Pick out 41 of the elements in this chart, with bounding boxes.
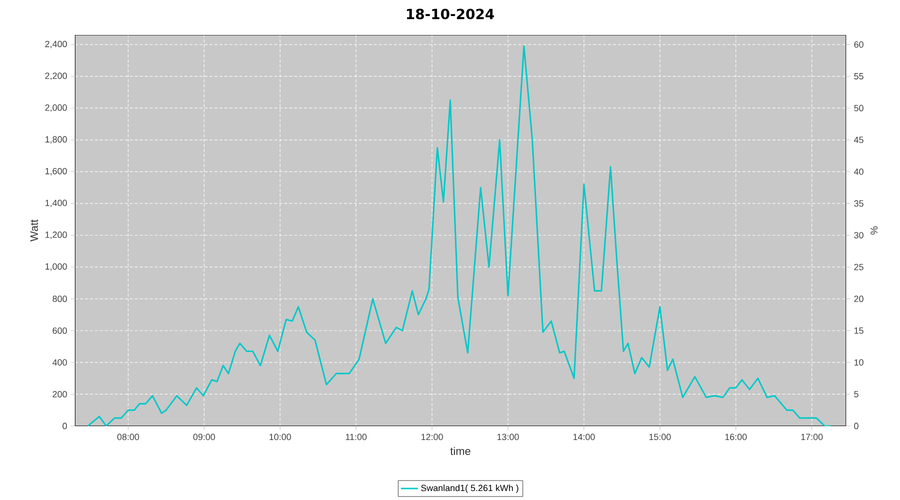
x-tick-label: 17:00 bbox=[801, 434, 823, 440]
y-tick-label: 1,600 bbox=[45, 168, 67, 176]
x-tick-label: 16:00 bbox=[725, 434, 747, 440]
x-tick-label: 10:00 bbox=[270, 434, 291, 440]
y-tick-label: 2,000 bbox=[45, 104, 67, 112]
y2-tick-label: 0 bbox=[854, 422, 858, 430]
y2-tick-label: 5 bbox=[854, 391, 858, 398]
y2-tick-label: 50 bbox=[854, 104, 864, 112]
y-tick-label: 800 bbox=[52, 296, 67, 302]
y-tick-label: 600 bbox=[52, 327, 67, 334]
y2-axis-title: % bbox=[870, 226, 878, 235]
y-tick-label: 0 bbox=[62, 422, 67, 430]
x-tick-label: 08:00 bbox=[117, 434, 140, 440]
y-tick-label: 1,400 bbox=[45, 200, 67, 208]
y-axis-title: Watt bbox=[30, 220, 38, 242]
legend-label: Swanland1( 5.261 kWh ) bbox=[421, 484, 518, 493]
y2-tick-label: 30 bbox=[854, 232, 864, 238]
x-tick-label: 12:00 bbox=[421, 434, 443, 440]
y2-tick-label: 45 bbox=[854, 136, 864, 144]
x-tick-label: 13:00 bbox=[497, 434, 519, 440]
x-tick-label: 14:00 bbox=[573, 434, 595, 440]
y-tick-label: 200 bbox=[52, 391, 67, 398]
y2-tick-label: 60 bbox=[854, 41, 864, 48]
y2-tick-label: 20 bbox=[854, 296, 864, 302]
x-axis-title: time bbox=[450, 446, 470, 455]
x-tick-label: 11:00 bbox=[346, 434, 367, 440]
y-tick-label: 2,400 bbox=[45, 40, 67, 48]
y-tick-label: 1,000 bbox=[45, 263, 67, 271]
y2-tick-label: 55 bbox=[854, 73, 864, 80]
y2-tick-label: 10 bbox=[854, 359, 864, 366]
y-tick-label: 400 bbox=[52, 359, 67, 366]
y-tick-label: 1,800 bbox=[45, 136, 67, 144]
chart-title: 18-10-2024 bbox=[406, 8, 494, 20]
y-tick-label: 2,200 bbox=[45, 72, 67, 80]
y2-tick-label: 35 bbox=[854, 200, 864, 207]
y2-tick-label: 15 bbox=[854, 327, 864, 334]
x-tick-label: 15:00 bbox=[649, 434, 671, 440]
x-tick-label: 09:00 bbox=[193, 434, 216, 440]
y2-tick-label: 25 bbox=[854, 264, 864, 270]
y2-tick-label: 40 bbox=[854, 168, 864, 175]
y-tick-label: 1,200 bbox=[45, 232, 67, 239]
